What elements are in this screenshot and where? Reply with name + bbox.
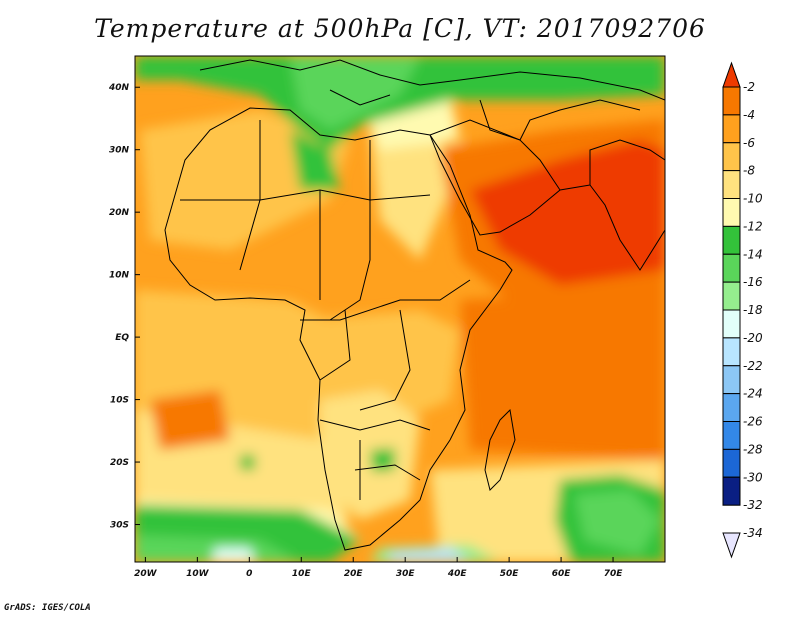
lon-tick-label: 20E [344, 569, 364, 579]
colorbar-swatch [722, 198, 741, 227]
colorbar-swatch [722, 86, 741, 116]
map-frame [134, 55, 666, 563]
colorbar-swatch [722, 281, 741, 311]
temperature-field [135, 56, 665, 562]
colorbar-label: -4 [743, 108, 755, 122]
colorbar-bottom-arrow [722, 532, 741, 559]
colorbar-swatch [722, 309, 741, 339]
lat-tick-label: 10S [110, 396, 129, 406]
chart-title: Temperature at 500hPa [C], VT: 201709270… [94, 14, 706, 43]
colorbar-swatch [722, 337, 741, 367]
colorbar-label: -10 [743, 192, 763, 206]
colorbar-label: -28 [743, 442, 763, 456]
colorbar-label: -34 [743, 526, 763, 540]
colorbar-swatch [722, 365, 741, 395]
colorbar-swatch [722, 114, 741, 144]
lon-tick-label: 30E [396, 569, 416, 579]
colorbar: -2 -4 -6 -8 -10 -12 -14 -16 -18 -20 -22 -24 -26 -28 -3… [722, 61, 763, 559]
colorbar-label: -8 [743, 164, 755, 178]
colorbar-swatch [722, 142, 741, 172]
lon-tick-label: 20W [134, 569, 158, 579]
lat-tick-label: 20S [110, 458, 129, 468]
colorbar-label: -2 [743, 80, 755, 94]
lon-tick-label: 10W [186, 569, 210, 579]
colorbar-label: -32 [743, 498, 763, 512]
lon-tick-label: 50E [500, 569, 520, 579]
lat-tick-label: 10N [109, 271, 130, 281]
colorbar-label: -12 [743, 219, 763, 233]
colorbar-swatch [722, 421, 741, 450]
colorbar-label: -24 [743, 387, 763, 401]
colorbar-swatch [722, 476, 741, 506]
lat-tick-label: 30S [110, 521, 129, 531]
lat-tick-label: 30N [109, 146, 130, 156]
colorbar-top-arrow [722, 61, 741, 88]
colorbar-label: -6 [743, 136, 755, 150]
axis-ticks: 20W 10W 0 10E 20E 30E 40E 50E 60E 70E 40N 30N 20N 10N… [108, 83, 623, 579]
colorbar-swatch [722, 225, 741, 255]
lon-tick-label: 10E [292, 569, 312, 579]
colorbar-label: -20 [743, 331, 763, 345]
lat-tick-label: 40N [108, 83, 130, 93]
colorbar-swatch [722, 170, 741, 199]
lon-tick-label: 70E [604, 569, 624, 579]
colorbar-label: -26 [743, 415, 763, 429]
colorbar-swatch [722, 448, 741, 478]
colorbar-swatch [722, 253, 741, 283]
colorbar-label: -14 [743, 247, 763, 261]
lat-tick-label: 20N [109, 208, 130, 218]
credit-text: GrADS: IGES/COLA [4, 603, 91, 613]
lon-tick-label: 40E [447, 569, 468, 579]
lat-tick-label: EQ [115, 333, 129, 343]
colorbar-label: -22 [743, 359, 763, 373]
lon-tick-label: 60E [552, 569, 572, 579]
coastlines [164, 59, 665, 551]
colorbar-label: -30 [743, 470, 763, 484]
colorbar-label: -18 [743, 303, 763, 317]
colorbar-swatch [722, 393, 741, 422]
colorbar-label: -16 [743, 275, 763, 289]
lon-tick-label: 0 [246, 569, 252, 579]
